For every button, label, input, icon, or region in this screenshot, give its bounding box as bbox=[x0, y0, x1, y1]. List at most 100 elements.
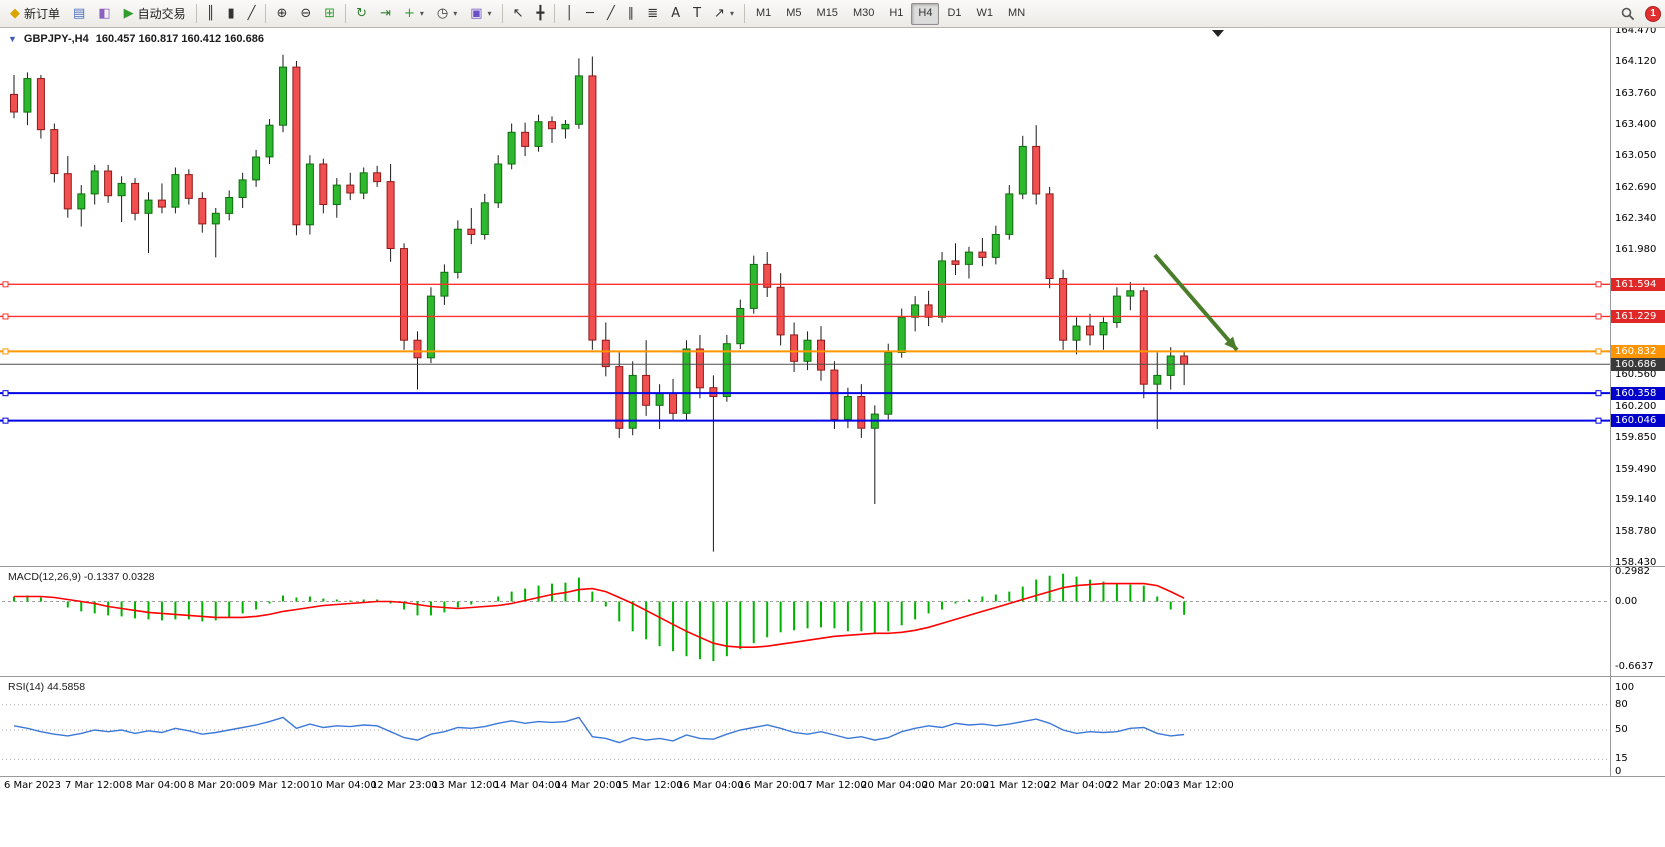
bear-candle bbox=[413, 339, 422, 359]
chart-dropdown-icon[interactable]: ▼ bbox=[8, 34, 17, 44]
text-button[interactable]: A bbox=[665, 2, 686, 25]
bar-chart-icon: ║ bbox=[206, 6, 215, 21]
search-icon bbox=[1621, 7, 1635, 20]
timeframe-d1-button[interactable]: D1 bbox=[947, 6, 962, 19]
bear-candle bbox=[346, 184, 355, 194]
crosshair-icon: ╋ bbox=[536, 6, 545, 21]
support-2-handle[interactable] bbox=[1595, 417, 1602, 424]
line-chart-button[interactable]: ╱ bbox=[242, 2, 262, 25]
fibonacci-button[interactable]: ≣ bbox=[641, 2, 664, 25]
crosshair-button[interactable]: ╋ bbox=[530, 2, 550, 25]
timeframe-mn-button[interactable]: MN bbox=[1008, 6, 1026, 19]
support-1-handle[interactable] bbox=[2, 390, 9, 397]
timeframe-m15-button[interactable]: M15 bbox=[816, 6, 838, 19]
zoom-out-icon: ⊖ bbox=[300, 6, 312, 21]
periods-dropdown-arrow[interactable]: ▾ bbox=[453, 9, 458, 18]
new-order-label: 新订单 bbox=[24, 7, 61, 21]
horizontal-line-button[interactable]: ─ bbox=[580, 2, 600, 25]
zoom-in-button[interactable]: ⊕ bbox=[270, 2, 293, 25]
bull-candle bbox=[1099, 322, 1108, 336]
periods-button[interactable]: ◷ ▾ bbox=[431, 2, 463, 25]
text-label-button[interactable]: T bbox=[687, 2, 707, 25]
timeframe-w1-button[interactable]: W1 bbox=[976, 6, 994, 19]
candlestick-chart-icon: ▮ bbox=[227, 6, 235, 21]
tile-windows-button[interactable]: ⊞ bbox=[318, 2, 341, 25]
bull-candle bbox=[171, 174, 180, 208]
bull-candle bbox=[77, 193, 86, 210]
auto-trading-button[interactable]: ▶ 自动交易 bbox=[118, 2, 192, 25]
trend-arrow[interactable] bbox=[1153, 253, 1239, 352]
bear-candle bbox=[373, 172, 382, 183]
bar-chart-button[interactable]: ║ bbox=[201, 2, 221, 25]
toolbar-right-group: 1 bbox=[1615, 2, 1661, 25]
chart-shift-button[interactable]: ⇥ bbox=[374, 2, 397, 25]
resistance-2-handle[interactable] bbox=[2, 313, 9, 320]
bull-candle bbox=[359, 172, 368, 194]
navigator-button[interactable]: ◧ bbox=[92, 2, 116, 25]
fibonacci-icon: ≣ bbox=[647, 6, 659, 21]
zoom-out-button[interactable]: ⊖ bbox=[294, 2, 317, 25]
trendline-button[interactable]: ╱ bbox=[601, 2, 621, 25]
bear-candle bbox=[601, 339, 610, 368]
timeframe-h4-button[interactable]: H4 bbox=[911, 2, 940, 25]
bear-candle bbox=[131, 182, 140, 214]
bull-candle bbox=[682, 348, 691, 414]
candlestick-chart-button[interactable]: ▮ bbox=[221, 2, 240, 25]
resistance-2-handle[interactable] bbox=[1595, 313, 1602, 320]
timeframe-h1-button[interactable]: H1 bbox=[889, 6, 904, 19]
pivot-handle[interactable] bbox=[2, 348, 9, 355]
bull-candle bbox=[252, 156, 261, 181]
vertical-line-button[interactable]: │ bbox=[559, 2, 579, 25]
timeframe-m5-button[interactable]: M5 bbox=[786, 6, 802, 19]
new-order-button[interactable]: ◆ 新订单 bbox=[4, 2, 66, 25]
resistance-1-handle[interactable] bbox=[2, 281, 9, 288]
shapes-button[interactable]: ↗ ▾ bbox=[708, 2, 740, 25]
bear-candle bbox=[10, 93, 18, 113]
resistance-1-handle[interactable] bbox=[1595, 281, 1602, 288]
bull-candle bbox=[897, 316, 906, 353]
auto-trading-icon: ▶ bbox=[123, 6, 134, 21]
bear-candle bbox=[400, 248, 408, 341]
cursor-button[interactable]: ↖ bbox=[507, 2, 530, 25]
timeframe-m1-button[interactable]: M1 bbox=[755, 6, 772, 19]
zoom-in-icon: ⊕ bbox=[276, 6, 288, 21]
bear-candle bbox=[319, 163, 328, 205]
toolbar-separator bbox=[195, 4, 197, 23]
bull-candle bbox=[426, 295, 435, 359]
bull-candle bbox=[453, 228, 462, 273]
toolbar-separator bbox=[501, 4, 503, 23]
bull-candle bbox=[117, 182, 126, 197]
bear-candle bbox=[36, 78, 45, 131]
equidistant-channel-button[interactable]: ∥ bbox=[622, 2, 641, 25]
templates-dropdown-arrow[interactable]: ▾ bbox=[487, 9, 492, 18]
bull-candle bbox=[225, 197, 234, 214]
toolbar-separator bbox=[265, 4, 267, 23]
support-2-handle[interactable] bbox=[2, 417, 9, 424]
bull-candle bbox=[1018, 145, 1027, 195]
toolbar: ◆ 新订单 ▤ ◧ ▶ 自动交易 ║ ▮ ╱ ⊕ ⊖ ⊞ ↻ ⇥ + ▾ ◷ ▾ ▣ ▾ ↖ ╋ │ ─ ╱ ∥ ≣ A T ↗ ▾ M1 M5… bbox=[0, 0, 1665, 28]
support-1-handle[interactable] bbox=[1595, 390, 1602, 397]
indicators-dropdown-arrow[interactable]: ▾ bbox=[419, 9, 424, 18]
indicators-icon: + bbox=[403, 6, 415, 21]
shapes-dropdown-arrow[interactable]: ▾ bbox=[729, 9, 734, 18]
shift-marker[interactable] bbox=[1212, 30, 1224, 37]
timeframe-m30-button[interactable]: M30 bbox=[852, 6, 875, 19]
bear-candle bbox=[104, 170, 113, 197]
toolbar-separator bbox=[743, 4, 745, 23]
search-button[interactable] bbox=[1615, 2, 1641, 25]
indicators-button[interactable]: + ▾ bbox=[398, 2, 430, 25]
trend-arrow-head[interactable] bbox=[1224, 336, 1237, 350]
pivot-handle[interactable] bbox=[1595, 348, 1602, 355]
market-watch-button[interactable]: ▤ bbox=[67, 2, 91, 25]
bear-candle bbox=[50, 129, 59, 175]
bear-candle bbox=[978, 251, 987, 258]
auto-scroll-button[interactable]: ↻ bbox=[350, 2, 373, 25]
rsi-line bbox=[13, 716, 1185, 744]
bull-candle bbox=[1112, 295, 1121, 324]
bull-candle bbox=[574, 75, 583, 125]
bull-candle bbox=[90, 170, 99, 195]
notification-badge[interactable]: 1 bbox=[1645, 5, 1661, 22]
templates-button[interactable]: ▣ ▾ bbox=[464, 2, 497, 25]
vertical-line-icon: │ bbox=[565, 6, 574, 21]
